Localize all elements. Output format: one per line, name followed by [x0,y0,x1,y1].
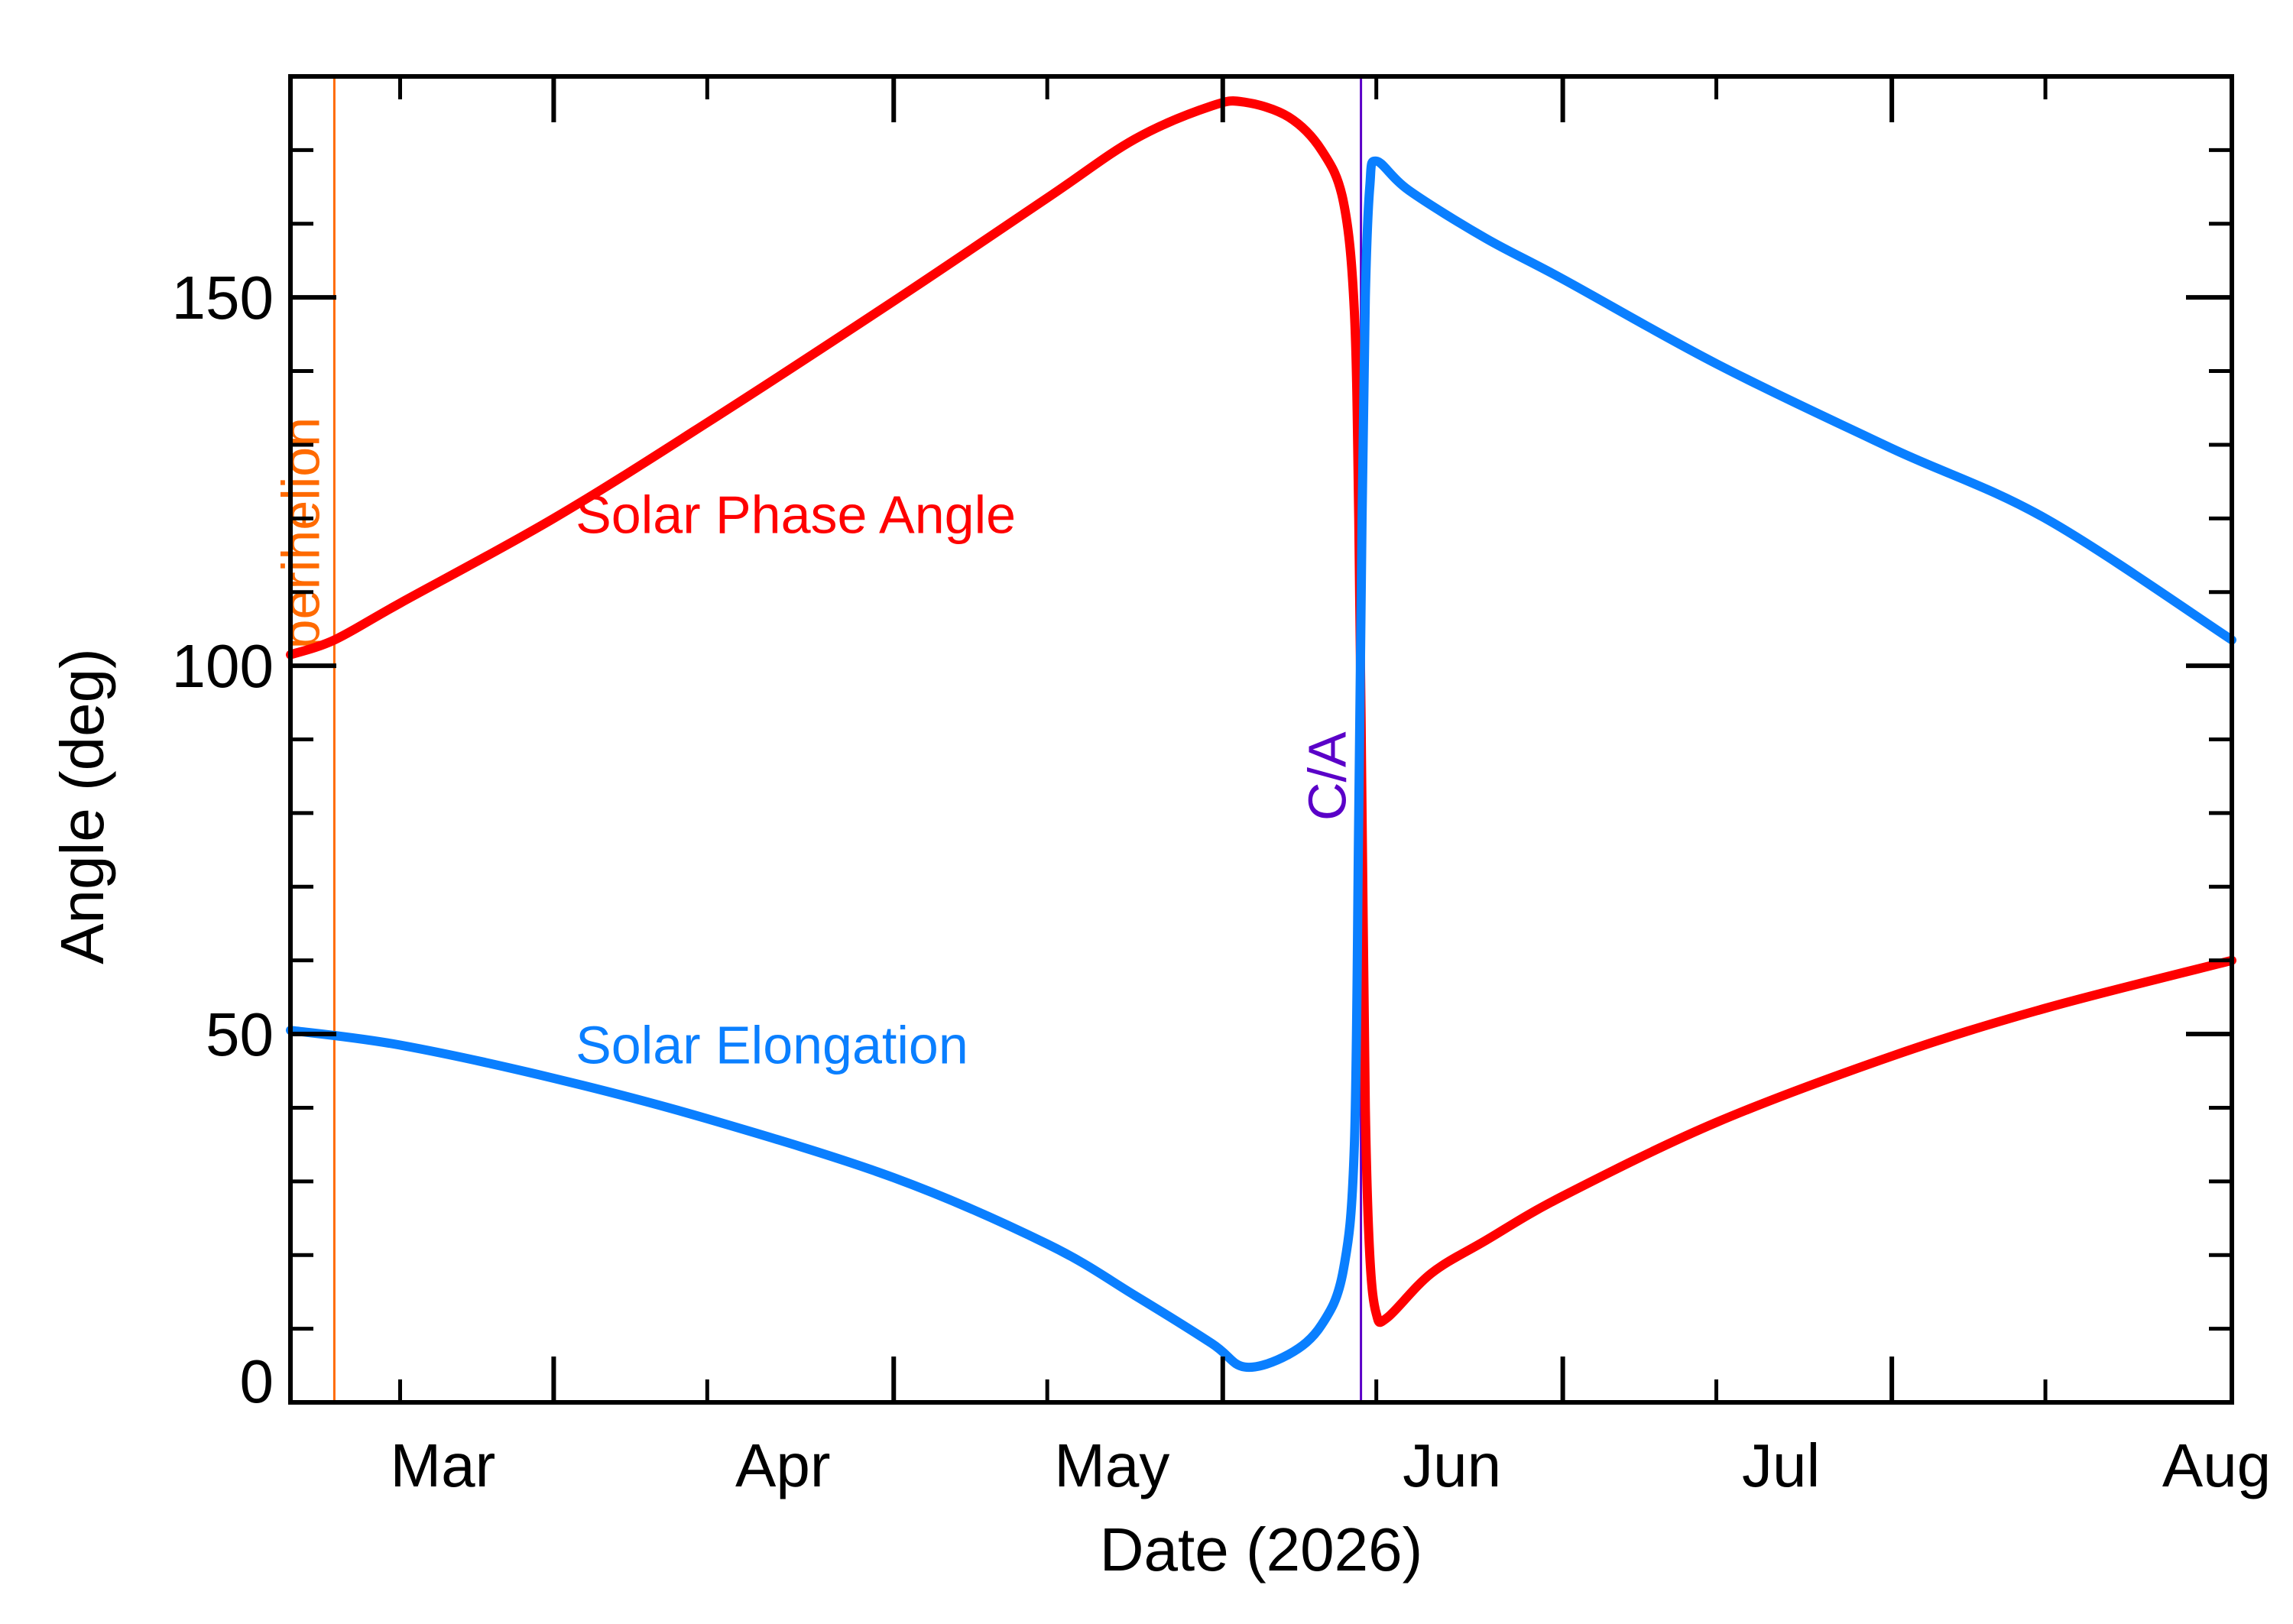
x-tick-label: Apr [735,1431,831,1499]
solar-elongation-label: Solar Elongation [576,1016,968,1075]
y-tick-label: 50 [206,1000,274,1068]
c-a-marker-label: C/A [1298,731,1357,821]
x-tick-label: Jul [1742,1431,1820,1499]
x-tick-label: May [1054,1431,1169,1499]
x-axis-title: Date (2026) [1100,1515,1422,1583]
solar-phase-angle-label: Solar Phase Angle [576,485,1016,545]
plot-marks: perihelion C/A Solar Phase Angle Solar Elon… [271,76,2236,1402]
x-tick-label: Jun [1403,1431,1501,1499]
y-tick-label: 100 [172,632,274,700]
y-tick-label: 0 [240,1347,274,1415]
x-tick-label: Aug [2162,1431,2271,1499]
solar-elongation-line [286,156,2236,1373]
plot-frame [288,74,2234,1405]
perihelion-marker-label: perihelion [271,417,330,650]
axis-ticks [290,76,2234,1402]
solar-phase-angle-line [286,96,2236,1327]
x-tick-label: Mar [391,1431,496,1499]
axis-tick-labels: Mar Apr May Jun Jul Aug 0 50 100 150 [172,264,2272,1499]
y-tick-label: 150 [172,264,274,332]
y-axis-title: Angle (deg) [48,648,116,964]
